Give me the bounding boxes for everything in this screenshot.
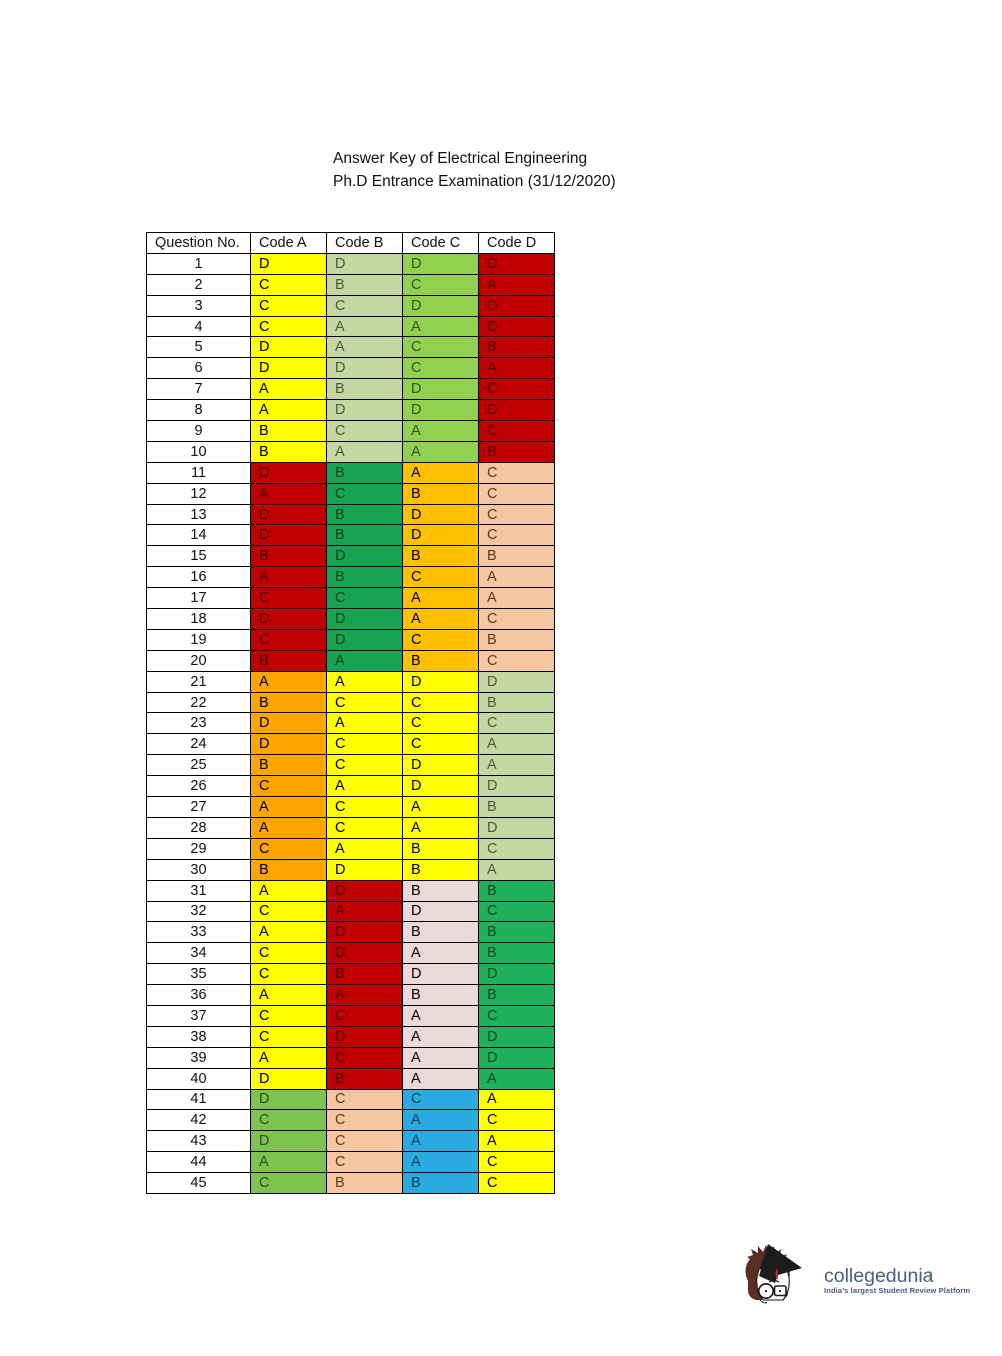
svg-text:collegedunia: collegedunia <box>824 1265 934 1287</box>
svg-text:.com: .com <box>928 1270 933 1280</box>
svg-text:India's largest Student Review: India's largest Student Review Platform <box>824 1286 970 1295</box>
